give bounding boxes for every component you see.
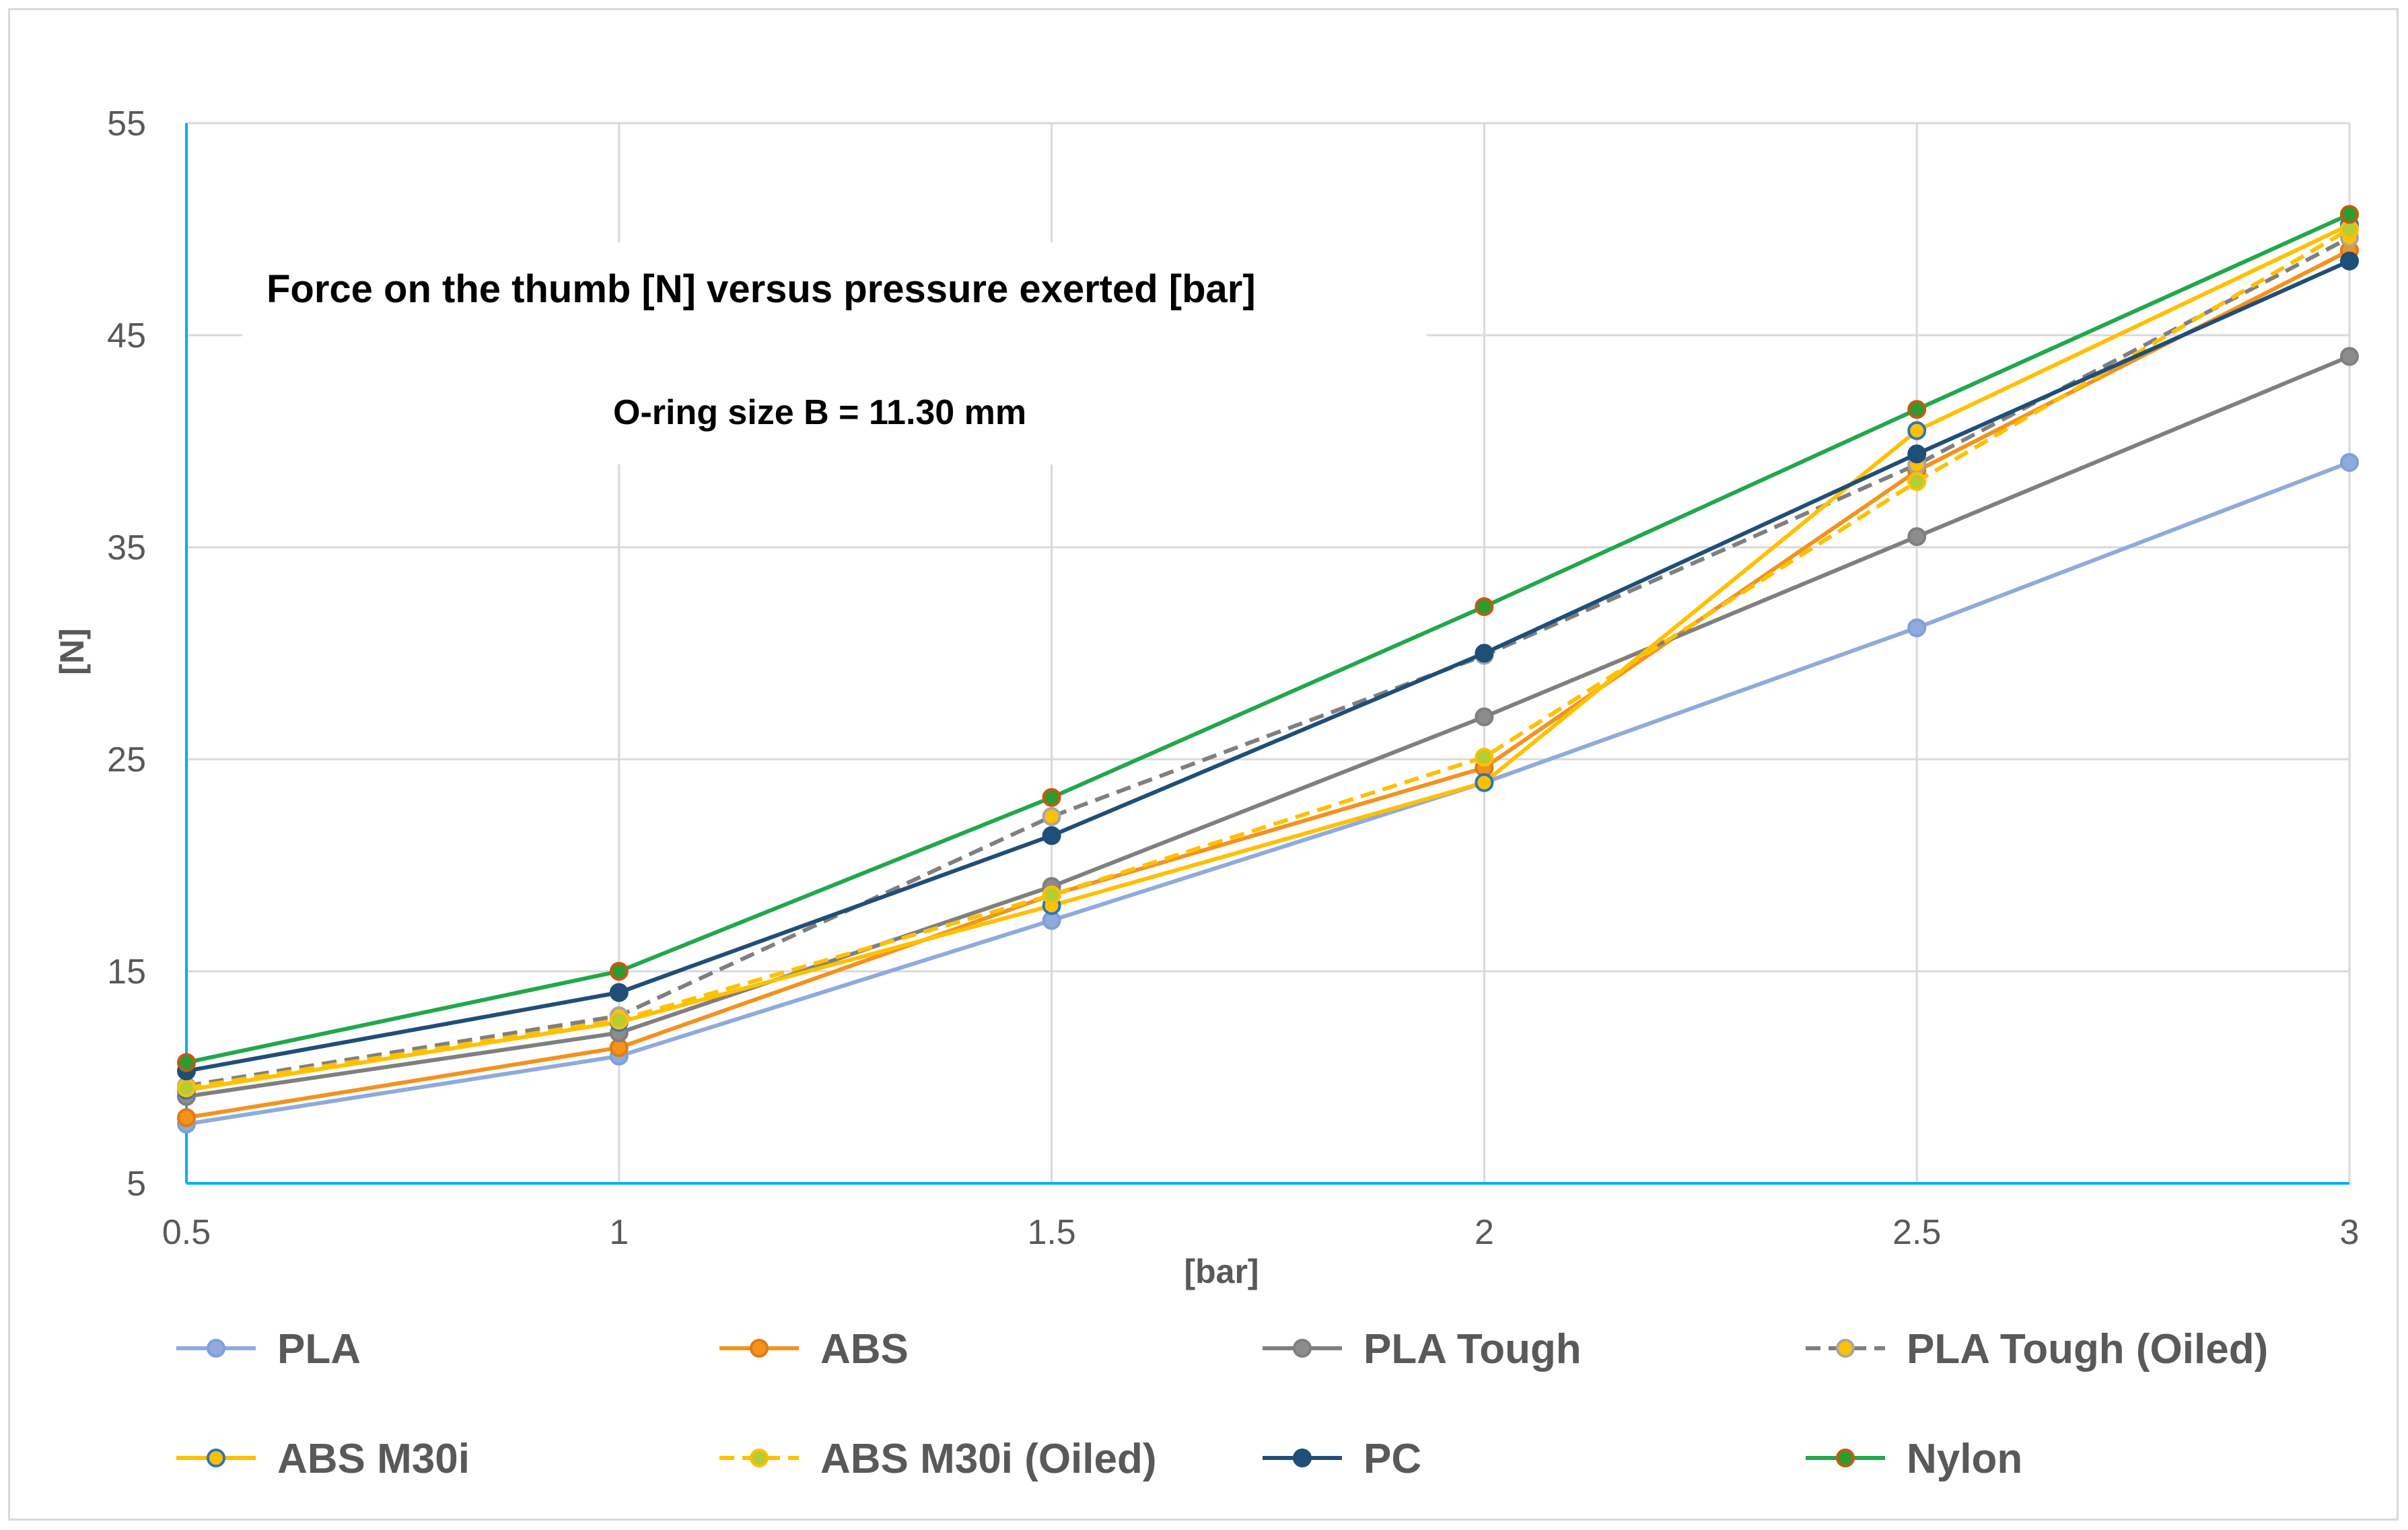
y-tick-label: 55 xyxy=(107,104,146,143)
y-tick-label: 5 xyxy=(127,1164,146,1204)
x-tick-label: 1.5 xyxy=(1027,1213,1075,1252)
data-point-abs xyxy=(177,1108,196,1127)
legend: PLA ABS PLA Tough PLA Tough (Oiled) ABS M30i… xyxy=(176,1326,2268,1482)
legend-swatch-marker xyxy=(750,1449,769,1467)
y-tick-label: 35 xyxy=(107,528,146,567)
legend-item-abs: ABS xyxy=(719,1326,909,1372)
data-point-nylon xyxy=(2340,205,2359,224)
legend-swatch-marker xyxy=(1293,1339,1312,1358)
series-line-pla xyxy=(186,460,2351,1126)
legend-swatch-marker xyxy=(750,1339,769,1358)
legend-label: ABS M30i (Oiled) xyxy=(820,1436,1157,1482)
legend-label: PLA Tough (Oiled) xyxy=(1907,1326,2268,1372)
axes xyxy=(185,123,2349,1185)
x-tick-label: 1 xyxy=(609,1213,629,1252)
data-point-abs-m30i-oiled xyxy=(1907,472,1927,491)
y-tick-label: 15 xyxy=(107,952,146,992)
y-tick-label: 45 xyxy=(107,316,146,355)
data-point-nylon xyxy=(1907,400,1927,419)
series-line-pc xyxy=(186,259,2351,1074)
x-tick-label: 0.5 xyxy=(162,1213,211,1252)
data-point-abs-m30i xyxy=(1907,421,1927,440)
legend-item-pla-tough-oiled: PLA Tough (Oiled) xyxy=(1806,1326,2268,1372)
data-point-pc xyxy=(609,983,629,1002)
series-line-abs-m30i xyxy=(186,223,2351,1092)
legend-label: ABS xyxy=(820,1326,909,1372)
data-point-nylon xyxy=(177,1053,196,1072)
legend-item-abs-m30i: ABS M30i xyxy=(176,1436,470,1482)
series-line-pla-tough xyxy=(186,354,2351,1099)
data-point-nylon xyxy=(1042,788,1061,807)
data-point-pla-tough-oiled xyxy=(1042,807,1061,827)
series-nylon xyxy=(177,205,2359,1072)
series-pc xyxy=(177,251,2359,1081)
legend-swatch-marker xyxy=(207,1339,225,1358)
data-point-nylon xyxy=(1475,597,1494,617)
legend-item-pc: PC xyxy=(1263,1436,1421,1482)
data-point-pc xyxy=(2340,251,2359,271)
y-tick-label: 25 xyxy=(107,740,146,779)
data-point-pc xyxy=(1907,444,1927,464)
data-point-abs-m30i-oiled xyxy=(177,1078,196,1098)
chart-subtitle: O-ring size B = 11.30 mm xyxy=(613,393,1026,432)
data-point-pla-tough xyxy=(1475,707,1494,726)
x-tick-label: 2.5 xyxy=(1892,1213,1941,1252)
legend-label: PLA xyxy=(277,1326,361,1372)
legend-item-pla-tough: PLA Tough xyxy=(1263,1326,1582,1372)
data-point-abs-m30i-oiled xyxy=(1042,885,1061,905)
data-point-pla-tough xyxy=(2340,347,2359,366)
series-line-pla-tough-oiled xyxy=(186,236,2351,1088)
legend-swatch-marker xyxy=(1836,1339,1855,1358)
data-point-pc xyxy=(1042,826,1061,845)
data-point-pla xyxy=(2340,453,2359,472)
data-point-pla xyxy=(1907,618,1927,637)
legend-item-abs-m30i-oiled: ABS M30i (Oiled) xyxy=(719,1436,1157,1482)
tick-labels: 5 15 25 35 45 55 0.5 1 1.5 2 2.5 3 xyxy=(107,104,2359,1252)
x-axis-title: [bar] xyxy=(1184,1253,1259,1290)
legend-swatch-marker xyxy=(1293,1449,1312,1467)
legend-label: PLA Tough xyxy=(1364,1326,1582,1372)
series-line-nylon xyxy=(186,212,2351,1065)
data-point-nylon xyxy=(609,962,629,981)
series-pla-tough xyxy=(177,347,2359,1106)
legend-label: PC xyxy=(1364,1436,1421,1482)
series-group xyxy=(177,205,2359,1134)
legend-swatch-marker xyxy=(207,1449,225,1467)
series-pla xyxy=(177,453,2359,1134)
legend-swatch-marker xyxy=(1836,1449,1855,1467)
series-line-abs xyxy=(186,248,2351,1120)
data-point-pla-tough xyxy=(1907,527,1927,547)
x-tick-label: 2 xyxy=(1475,1213,1494,1252)
data-point-pc xyxy=(1475,644,1494,663)
data-point-abs-m30i-oiled xyxy=(609,1010,629,1030)
title-background xyxy=(242,242,1427,464)
y-axis-title: [N] xyxy=(53,628,91,674)
data-point-abs-m30i-oiled xyxy=(1475,747,1494,767)
legend-item-pla: PLA xyxy=(176,1326,361,1372)
legend-label: ABS M30i xyxy=(277,1436,470,1482)
legend-label: Nylon xyxy=(1907,1436,2022,1482)
data-point-abs-m30i xyxy=(1475,773,1494,792)
x-tick-label: 3 xyxy=(2340,1213,2360,1252)
legend-item-nylon: Nylon xyxy=(1806,1436,2022,1482)
chart-title: Force on the thumb [N] versus pressure e… xyxy=(267,267,1256,311)
